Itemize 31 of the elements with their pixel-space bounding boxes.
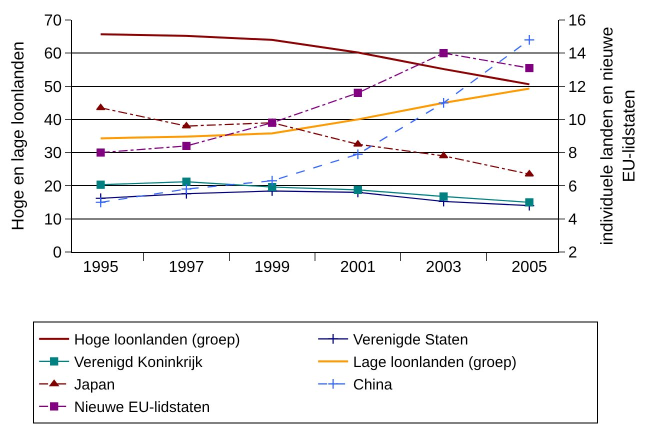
y-tick-label: 0 [52, 244, 62, 262]
y2-tick-label: 10 [568, 112, 586, 130]
x-tick-label: 1995 [82, 259, 119, 276]
y-tick-label: 50 [44, 78, 62, 96]
legend-label: Japan [74, 376, 115, 394]
x-tick-label: 2005 [512, 259, 548, 276]
y-axis-title: Hoge en lage loonlanden [8, 41, 28, 231]
y2-axis-title: individuele landen en nieuwe EU-lidstaten [598, 26, 639, 246]
y2-tick-label: 4 [568, 211, 578, 228]
y2-tick-label: 12 [568, 78, 586, 96]
y2-tick-label: 16 [568, 12, 586, 30]
legend-label: Verenigd Koninkrijk [74, 354, 204, 372]
y2-tick-label: 2 [568, 244, 578, 262]
y-tick-label: 40 [44, 112, 62, 130]
legend-label: Hoge loonlanden (groep) [74, 332, 240, 349]
y-tick-label: 10 [44, 211, 62, 228]
legend-label: Verenigde Staten [353, 332, 468, 349]
y2-tick-label: 8 [568, 145, 578, 162]
x-tick-label: 1997 [168, 259, 204, 276]
y-tick-label: 30 [44, 145, 62, 162]
legend-label: Lage loonlanden (groep) [353, 354, 517, 372]
y-tick-label: 20 [44, 178, 62, 196]
legend-label: Nieuwe EU-lidstaten [74, 399, 210, 416]
x-tick-label: 2001 [340, 259, 376, 276]
x-tick-label: 2003 [426, 259, 462, 276]
y-tick-label: 70 [44, 12, 62, 30]
x-tick-label: 1999 [254, 259, 290, 276]
y2-tick-label: 14 [568, 46, 586, 63]
y-tick-label: 60 [44, 46, 62, 63]
y2-tick-label: 6 [568, 178, 578, 196]
legend-label: China [353, 376, 393, 394]
